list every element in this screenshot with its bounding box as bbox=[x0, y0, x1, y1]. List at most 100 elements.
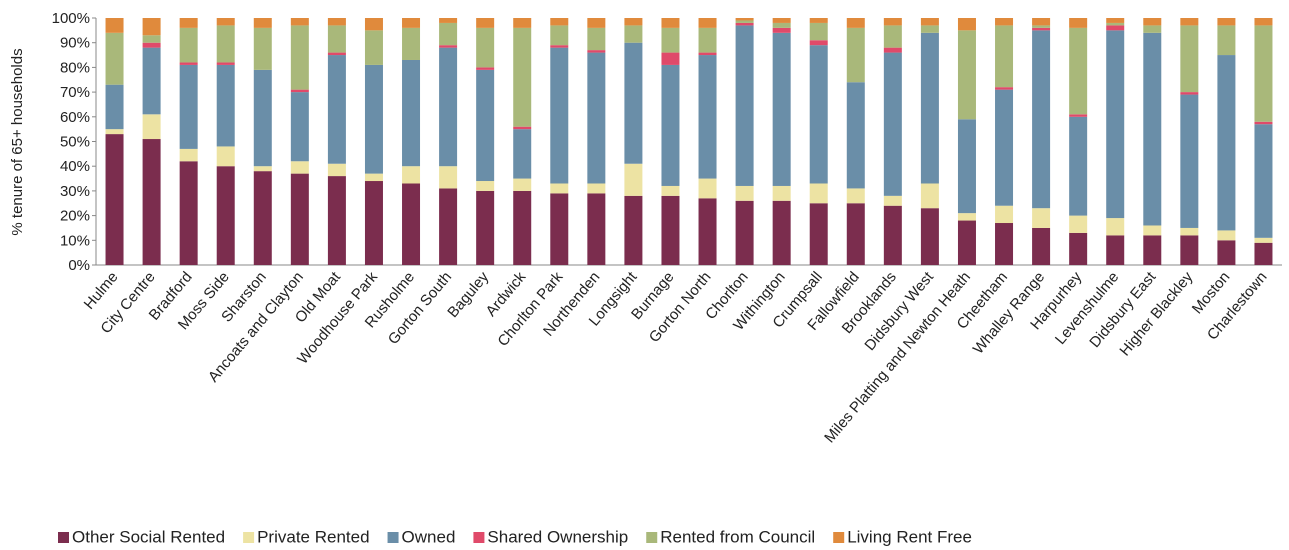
legend-swatch bbox=[58, 532, 69, 543]
bar-segment bbox=[661, 18, 680, 28]
bar-segment bbox=[809, 18, 828, 23]
bar-segment bbox=[735, 18, 754, 21]
bar-segment bbox=[364, 18, 383, 31]
bar-segment bbox=[550, 47, 569, 184]
bar-segment bbox=[995, 205, 1014, 224]
bar-segment bbox=[1032, 30, 1051, 209]
bar-segment bbox=[1217, 240, 1236, 265]
bar-segment bbox=[772, 200, 791, 265]
bar-segment bbox=[920, 183, 939, 209]
bar-segment bbox=[957, 18, 976, 31]
bar-segment bbox=[1106, 218, 1125, 236]
bar-segment bbox=[1180, 235, 1199, 265]
bar-segment bbox=[624, 163, 643, 196]
bar-segment bbox=[883, 25, 902, 48]
y-axis-label: % tenure of 65+ households bbox=[9, 48, 26, 235]
bar-segment bbox=[327, 55, 346, 164]
bar-segment bbox=[1069, 27, 1088, 115]
bar-segment bbox=[439, 188, 458, 265]
bar-segment bbox=[179, 64, 198, 149]
bar-segment bbox=[920, 32, 939, 184]
bar-segment bbox=[142, 47, 161, 115]
bar-segment bbox=[364, 30, 383, 65]
y-tick-label: 60% bbox=[60, 109, 90, 126]
bar-segment bbox=[550, 18, 569, 26]
bar-segment bbox=[142, 18, 161, 36]
bar-segment bbox=[476, 69, 495, 182]
bar-segment bbox=[624, 42, 643, 164]
y-tick-label: 10% bbox=[60, 232, 90, 249]
bar-segment bbox=[661, 195, 680, 265]
legend-swatch bbox=[646, 532, 658, 543]
bar-segment bbox=[179, 161, 198, 265]
bar-segment bbox=[809, 45, 828, 184]
bar-segment bbox=[624, 195, 643, 265]
bar-segment bbox=[1106, 22, 1125, 26]
bar-segment bbox=[253, 166, 272, 172]
bar-segment bbox=[587, 50, 606, 53]
bar-segment bbox=[402, 27, 421, 60]
bar-segment bbox=[1217, 230, 1236, 241]
bar-segment bbox=[550, 183, 569, 194]
bar-segment bbox=[1143, 225, 1162, 236]
bar-segment bbox=[772, 18, 791, 23]
bar-segment bbox=[957, 119, 976, 214]
bar-segment bbox=[1217, 55, 1236, 231]
bar-segment bbox=[846, 188, 865, 204]
bar-segment bbox=[364, 64, 383, 174]
legend-swatch bbox=[243, 532, 255, 543]
bar-segment bbox=[661, 27, 680, 53]
bar-segment bbox=[253, 27, 272, 70]
bar-segment bbox=[476, 18, 495, 28]
bar-segment bbox=[476, 67, 495, 70]
bar-segment bbox=[809, 183, 828, 204]
bar-segment bbox=[253, 18, 272, 28]
bar-segment bbox=[1143, 235, 1162, 265]
bar-segment bbox=[216, 62, 235, 65]
bar-segment bbox=[253, 171, 272, 265]
bar-segment bbox=[735, 22, 754, 26]
bar-segment bbox=[513, 190, 532, 265]
y-tick-label: 100% bbox=[52, 10, 90, 27]
bar-segment bbox=[550, 45, 569, 48]
bar-segment bbox=[142, 42, 161, 48]
bar-segment bbox=[957, 220, 976, 265]
bar-segment bbox=[1143, 25, 1162, 33]
bar-segment bbox=[920, 18, 939, 26]
bar-segment bbox=[290, 173, 309, 265]
bar-segment bbox=[1069, 18, 1088, 28]
bar-segment bbox=[624, 25, 643, 43]
y-tick-label: 90% bbox=[60, 35, 90, 52]
bar-segment bbox=[327, 25, 346, 53]
bar-segment bbox=[439, 166, 458, 189]
bar-segment bbox=[1069, 215, 1088, 233]
bar-segment bbox=[698, 178, 717, 199]
y-tick-label: 20% bbox=[60, 208, 90, 225]
bar-segment bbox=[142, 114, 161, 140]
bar-segment bbox=[661, 52, 680, 65]
bar-segment bbox=[1180, 94, 1199, 228]
bar-segment bbox=[1180, 18, 1199, 26]
bar-segment bbox=[216, 25, 235, 63]
bar-segment bbox=[698, 18, 717, 28]
bar-segment bbox=[957, 213, 976, 221]
bar-segment bbox=[142, 139, 161, 265]
bar-segment bbox=[216, 166, 235, 265]
bar-segment bbox=[142, 35, 161, 43]
bar-segment bbox=[995, 25, 1014, 88]
bar-segment bbox=[587, 183, 606, 194]
bar-segment bbox=[216, 146, 235, 167]
y-tick-label: 70% bbox=[60, 84, 90, 101]
bar-segment bbox=[513, 18, 532, 28]
legend-label: Rented from Council bbox=[660, 527, 815, 546]
bar-segment bbox=[1032, 25, 1051, 28]
bar-segment bbox=[920, 208, 939, 265]
bar-segment bbox=[327, 163, 346, 177]
bar-segment bbox=[179, 27, 198, 63]
bar-segment bbox=[698, 198, 717, 265]
bar-segment bbox=[439, 18, 458, 23]
y-tick-label: 50% bbox=[60, 134, 90, 151]
bar-segment bbox=[735, 185, 754, 201]
bar-segment bbox=[216, 18, 235, 26]
bar-segment bbox=[735, 200, 754, 265]
